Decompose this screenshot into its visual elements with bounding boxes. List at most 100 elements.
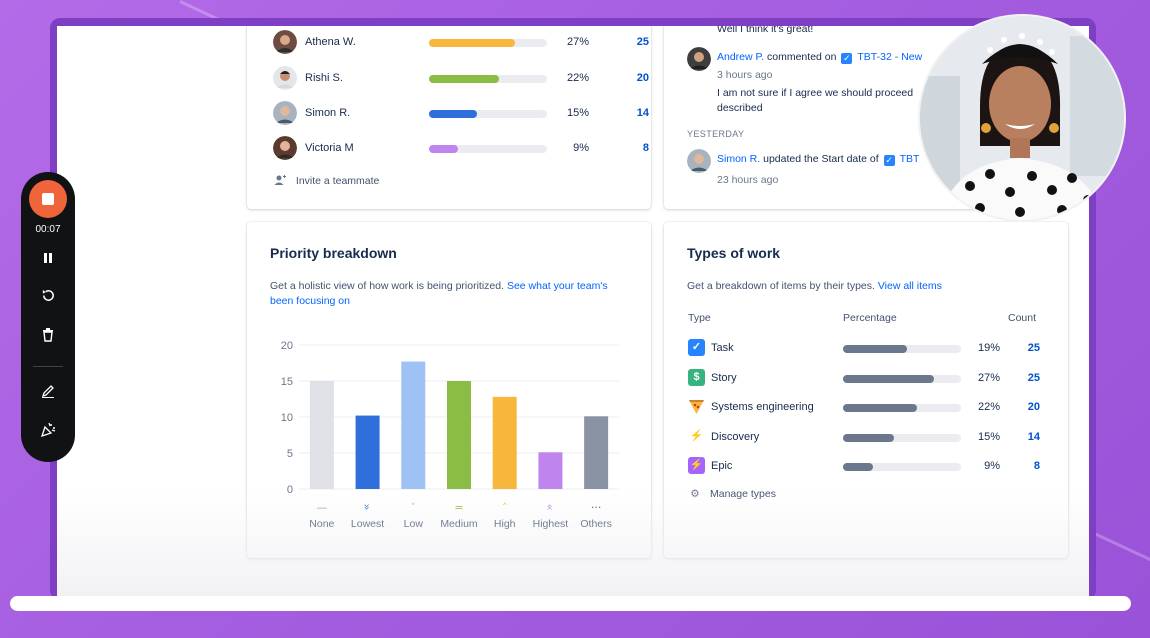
activity-entry-2: Simon R. updated the Start date of ✓ TBT bbox=[717, 152, 1057, 167]
member-name: Rishi S. bbox=[305, 72, 343, 84]
member-percent: 9% bbox=[573, 142, 589, 154]
confetti-button[interactable] bbox=[32, 419, 64, 447]
type-progress-fill bbox=[843, 434, 894, 442]
webcam-bubble[interactable] bbox=[918, 14, 1126, 222]
bar bbox=[355, 415, 380, 489]
types-desc-text: Get a breakdown of items by their types. bbox=[687, 280, 878, 292]
member-count-link[interactable]: 20 bbox=[636, 72, 649, 84]
y-tick-label: 20 bbox=[281, 340, 293, 352]
draw-button[interactable] bbox=[32, 380, 64, 408]
lightning-icon: ⚡ bbox=[689, 430, 704, 442]
check-icon: ✓ bbox=[688, 339, 705, 356]
task-check-icon: ✓ bbox=[841, 53, 853, 64]
member-progress-fill bbox=[429, 75, 500, 83]
type-row: $ Story 27% 25 bbox=[688, 368, 1048, 390]
type-count-link[interactable]: 14 bbox=[1027, 431, 1040, 443]
dollar-icon: $ bbox=[688, 369, 705, 386]
type-count-link[interactable]: 25 bbox=[1027, 342, 1040, 354]
avatar bbox=[273, 30, 297, 54]
gear-icon: ⚙ bbox=[690, 488, 700, 500]
type-count-link[interactable]: 8 bbox=[1033, 460, 1040, 472]
delete-button[interactable] bbox=[32, 324, 64, 352]
pause-icon bbox=[44, 253, 52, 263]
col-header-count: Count bbox=[1008, 312, 1037, 324]
type-count-link[interactable]: 20 bbox=[1027, 401, 1040, 413]
avatar bbox=[273, 66, 297, 90]
x-tick-label: Others bbox=[580, 518, 612, 530]
type-percent: 22% bbox=[977, 401, 1000, 413]
priority-breakdown-card: Priority breakdown Get a holistic view o… bbox=[247, 222, 651, 558]
type-progress-track bbox=[843, 404, 961, 412]
type-row: ⚡ Epic 9% 8 bbox=[688, 456, 1048, 478]
invite-teammate-button[interactable]: Invite a teammate bbox=[273, 173, 379, 187]
type-label: Task bbox=[711, 342, 734, 354]
invite-label: Invite a teammate bbox=[295, 175, 380, 187]
restart-icon bbox=[42, 289, 54, 301]
priority-desc-link[interactable]: See what your team's been focusing on bbox=[270, 280, 608, 307]
task-check-icon: ✓ bbox=[883, 155, 895, 166]
priority-title: Priority breakdown bbox=[270, 245, 397, 261]
type-count-link[interactable]: 25 bbox=[1027, 372, 1040, 384]
horizontal-scrollbar[interactable] bbox=[10, 596, 1131, 611]
type-progress-track bbox=[843, 434, 961, 442]
member-row: Victoria M 9% 8 bbox=[273, 136, 649, 162]
user-link[interactable]: Andrew P. bbox=[717, 51, 765, 63]
issue-link[interactable]: TBT-32 - New bbox=[857, 51, 923, 63]
y-tick-label: 15 bbox=[281, 376, 293, 388]
type-progress-fill bbox=[843, 345, 908, 353]
type-progress-fill bbox=[843, 463, 874, 471]
bar bbox=[309, 381, 334, 489]
member-name: Simon R. bbox=[305, 107, 351, 119]
priority-desc-text: Get a holistic view of how work is being… bbox=[270, 280, 507, 292]
member-progress-track bbox=[429, 39, 547, 47]
manage-types-button[interactable]: ⚙ Manage types bbox=[688, 488, 776, 500]
bar bbox=[538, 452, 563, 489]
presenter-video bbox=[920, 16, 1124, 220]
manage-types-label: Manage types bbox=[710, 488, 776, 500]
member-count-link[interactable]: 8 bbox=[642, 142, 649, 154]
member-progress-track bbox=[429, 110, 547, 118]
top-comment: Well I think it's great! bbox=[717, 26, 814, 35]
type-label: Systems engineering bbox=[711, 401, 814, 413]
member-progress-fill bbox=[429, 39, 516, 47]
user-link[interactable]: Simon R. bbox=[717, 153, 761, 165]
type-progress-track bbox=[843, 375, 961, 383]
col-header-type: Type bbox=[688, 312, 711, 324]
type-progress-fill bbox=[843, 375, 935, 383]
add-person-icon bbox=[274, 175, 286, 185]
bar bbox=[401, 361, 426, 489]
type-progress-track bbox=[843, 463, 961, 471]
priority-glyph-icon: ˄ bbox=[502, 501, 508, 514]
priority-bar-chart: 0 5 10 15 20 — None » Lowest ˅ Low = Medium ˄ High « Hig… bbox=[281, 340, 619, 530]
types-description: Get a breakdown of items by their types.… bbox=[687, 279, 1047, 294]
y-tick-label: 5 bbox=[287, 448, 293, 460]
trash-icon bbox=[43, 328, 53, 342]
activity-comment-cont: described bbox=[717, 102, 763, 114]
activity-action: commented on bbox=[764, 51, 840, 63]
type-percent: 15% bbox=[977, 431, 1000, 443]
member-progress-fill bbox=[429, 145, 458, 153]
restart-button[interactable] bbox=[32, 285, 64, 313]
member-count-link[interactable]: 25 bbox=[636, 36, 649, 48]
bar bbox=[492, 396, 517, 489]
x-tick-label: High bbox=[494, 518, 516, 530]
activity-time: 23 hours ago bbox=[717, 174, 779, 186]
type-label: Story bbox=[711, 372, 737, 384]
pause-button[interactable] bbox=[32, 246, 64, 274]
member-percent: 22% bbox=[566, 72, 589, 84]
stop-icon bbox=[42, 193, 54, 205]
stop-recording-button[interactable] bbox=[29, 180, 67, 218]
type-percent: 9% bbox=[984, 460, 1000, 472]
y-tick-label: 10 bbox=[281, 412, 293, 424]
member-percent: 15% bbox=[566, 107, 589, 119]
member-count-link[interactable]: 14 bbox=[636, 107, 649, 119]
avatar bbox=[273, 101, 297, 125]
x-tick-label: Low bbox=[404, 518, 424, 530]
bar bbox=[584, 416, 609, 489]
member-name: Victoria M bbox=[305, 142, 354, 154]
priority-glyph-icon: ··· bbox=[591, 501, 602, 514]
issue-link[interactable]: TBT bbox=[899, 153, 920, 165]
type-row: ⚡ Discovery 15% 14 bbox=[688, 427, 1048, 449]
types-desc-link[interactable]: View all items bbox=[877, 280, 942, 292]
pizza-icon bbox=[689, 400, 704, 414]
